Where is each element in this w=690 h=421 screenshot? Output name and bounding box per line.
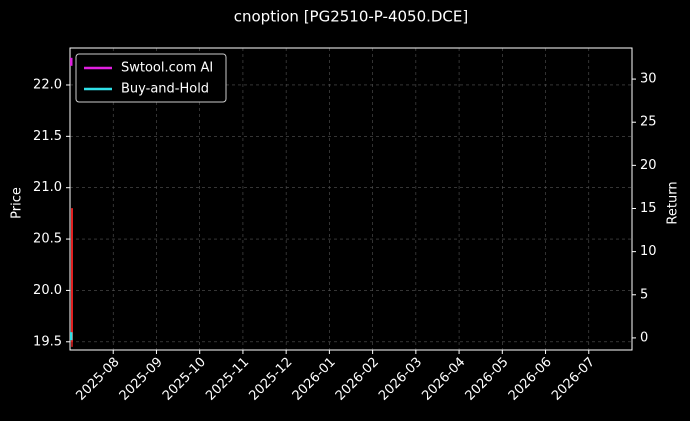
y2-tick-label: 0: [640, 330, 648, 345]
chart-title: cnoption [PG2510-P-4050.DCE]: [234, 8, 469, 26]
y-tick-label: 20.0: [33, 283, 62, 298]
y2-tick-label: 10: [640, 244, 657, 259]
legend-label: Buy-and-Hold: [121, 82, 209, 97]
y-tick-label: 21.5: [33, 129, 62, 144]
y-axis-label: Price: [10, 187, 25, 219]
y2-tick-label: 20: [640, 158, 657, 173]
y2-tick-label: 15: [640, 201, 657, 216]
series-point: [70, 332, 73, 341]
y-tick-label: 19.5: [33, 334, 62, 349]
y-tick-label: 21.0: [33, 180, 62, 195]
legend-label: Swtool.com AI: [121, 61, 213, 76]
series-point: [70, 57, 73, 66]
y2-tick-label: 25: [640, 115, 657, 130]
y-tick-label: 22.0: [33, 77, 62, 92]
candle-body: [71, 208, 73, 342]
y-tick-label: 20.5: [33, 232, 62, 247]
plot-frame: [69, 47, 633, 351]
y2-tick-label: 5: [640, 287, 648, 302]
legend-box: [75, 53, 227, 103]
y2-tick-label: 30: [640, 72, 657, 87]
y2-axis-label: Return: [666, 181, 681, 224]
